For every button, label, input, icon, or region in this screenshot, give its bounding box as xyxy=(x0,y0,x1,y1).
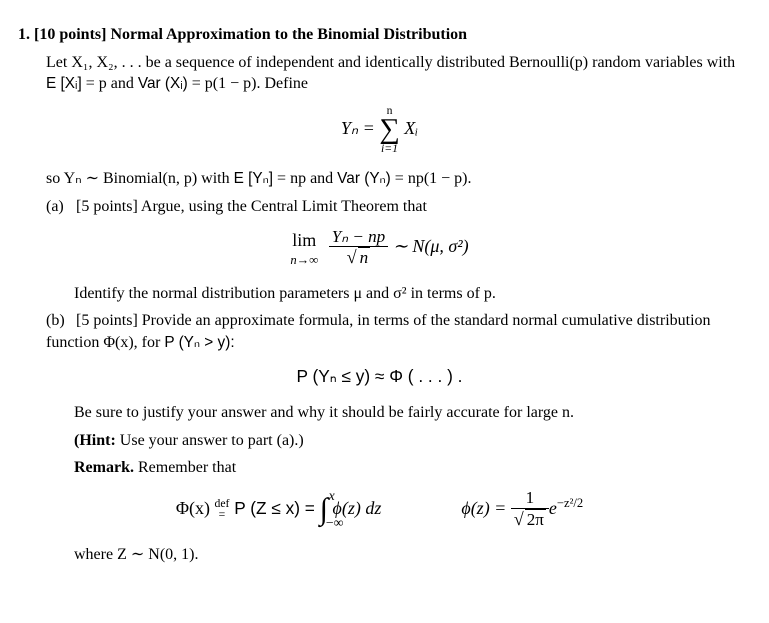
where-line: where Z ∼ N(0, 1). xyxy=(74,544,741,566)
sum-body: Xᵢ xyxy=(404,118,418,138)
equation-approx: P (Yₙ ≤ y) ≈ Φ ( . . . ) . xyxy=(18,364,741,388)
part-b-header: (b) [5 points] Provide an approximate fo… xyxy=(46,310,741,353)
clt-rhs: ∼ N(μ, σ²) xyxy=(393,236,469,256)
intro-text-2: = p and xyxy=(82,75,138,92)
phi-radic: √ xyxy=(514,509,524,529)
problem-points: [10 points] xyxy=(34,26,106,43)
part-b-hint: (Hint: Use your answer to part (a).) xyxy=(74,430,741,452)
approx-formula: P (Yₙ ≤ y) ≈ Φ ( . . . ) . xyxy=(297,366,463,386)
so-E: E [Yₙ] xyxy=(234,170,273,187)
clt-radic: √ xyxy=(347,247,357,267)
sum-lhs: Yₙ = xyxy=(341,118,375,138)
clt-fraction: Yₙ − np √n xyxy=(329,228,389,269)
part-a-points: [5 points] xyxy=(76,198,138,215)
so-text-1: so Yₙ ∼ Binomial(n, p) with xyxy=(46,170,234,187)
def-top: def xyxy=(214,497,229,510)
int-ub: x xyxy=(329,487,335,506)
so-E-eq: = np and xyxy=(273,170,337,187)
equation-sum-def: Yₙ = n ∑ i=1 Xᵢ xyxy=(18,105,741,154)
remark-text: Remember that xyxy=(134,459,236,476)
part-b-prob: P (Yₙ > y): xyxy=(164,334,234,351)
phi-density: ϕ(z) = 1 √2π e−z²/2 xyxy=(461,489,583,530)
problem-number: 1. xyxy=(18,26,30,43)
clt-den: n xyxy=(360,248,369,267)
part-a-text: Argue, using the Central Limit Theorem t… xyxy=(141,198,427,215)
lim-bot: n→∞ xyxy=(290,252,318,269)
hint-text: Use your answer to part (a).) xyxy=(116,432,304,449)
part-b-justify: Be sure to justify your answer and why i… xyxy=(74,402,741,424)
equation-clt: lim n→∞ Yₙ − np √n ∼ N(μ, σ²) xyxy=(18,228,741,269)
int-lb: −∞ xyxy=(326,514,344,533)
part-a-header: (a) [5 points] Argue, using the Central … xyxy=(46,196,741,218)
phi-num: 1 xyxy=(511,489,549,509)
part-b-remark: Remark. Remember that xyxy=(74,457,741,479)
problem-intro: Let X₁, X₂, . . . be a sequence of indep… xyxy=(46,52,741,95)
var-sym: Var (Xᵢ) xyxy=(138,75,188,92)
problem-header: 1. [10 points] Normal Approximation to t… xyxy=(18,24,741,46)
phi-def-l: Φ(x) xyxy=(176,498,215,518)
remark-label: Remark. xyxy=(74,459,134,476)
problem-title: Normal Approximation to the Binomial Dis… xyxy=(110,26,467,43)
so-V-eq: = np(1 − p). xyxy=(391,170,472,187)
clt-num: Yₙ − np xyxy=(332,227,386,246)
part-b-text: Provide an approximate formula, in terms… xyxy=(46,312,711,351)
lim-symbol: lim n→∞ xyxy=(290,228,318,269)
phi-exp: e xyxy=(549,498,557,518)
so-line: so Yₙ ∼ Binomial(n, p) with E [Yₙ] = np … xyxy=(46,168,741,190)
part-a-label: (a) xyxy=(46,196,72,218)
part-b-label: (b) xyxy=(46,310,72,332)
phi-den: 2π xyxy=(525,509,546,531)
intro-text-3: = p(1 − p). Define xyxy=(188,75,308,92)
sum-lower: i=1 xyxy=(379,143,400,155)
part-a-identify: Identify the normal distribution paramet… xyxy=(74,283,741,305)
phi-def-left: Φ(x) def= P (Z ≤ x) = ∫x−∞ ϕ(z) dz xyxy=(176,489,382,530)
sum-symbol: n ∑ i=1 xyxy=(379,105,400,154)
phi-fraction: 1 √2π xyxy=(511,489,549,530)
so-V: Var (Yₙ) xyxy=(337,170,391,187)
equation-phi-def: Φ(x) def= P (Z ≤ x) = ∫x−∞ ϕ(z) dz ϕ(z) … xyxy=(18,489,741,530)
expect-sym: E [Xᵢ] xyxy=(46,75,82,92)
intro-text-1: Let X₁, X₂, . . . be a sequence of indep… xyxy=(46,54,735,71)
phi-small-l: ϕ(z) = xyxy=(461,498,510,518)
hint-label: (Hint: xyxy=(74,432,116,449)
integral-symbol: ∫x−∞ xyxy=(320,489,328,530)
lim-top: lim xyxy=(290,228,318,252)
phi-exp-sup: −z²/2 xyxy=(557,496,583,510)
part-b-points: [5 points] xyxy=(76,312,138,329)
phi-def-m: P (Z ≤ x) = xyxy=(229,498,319,518)
